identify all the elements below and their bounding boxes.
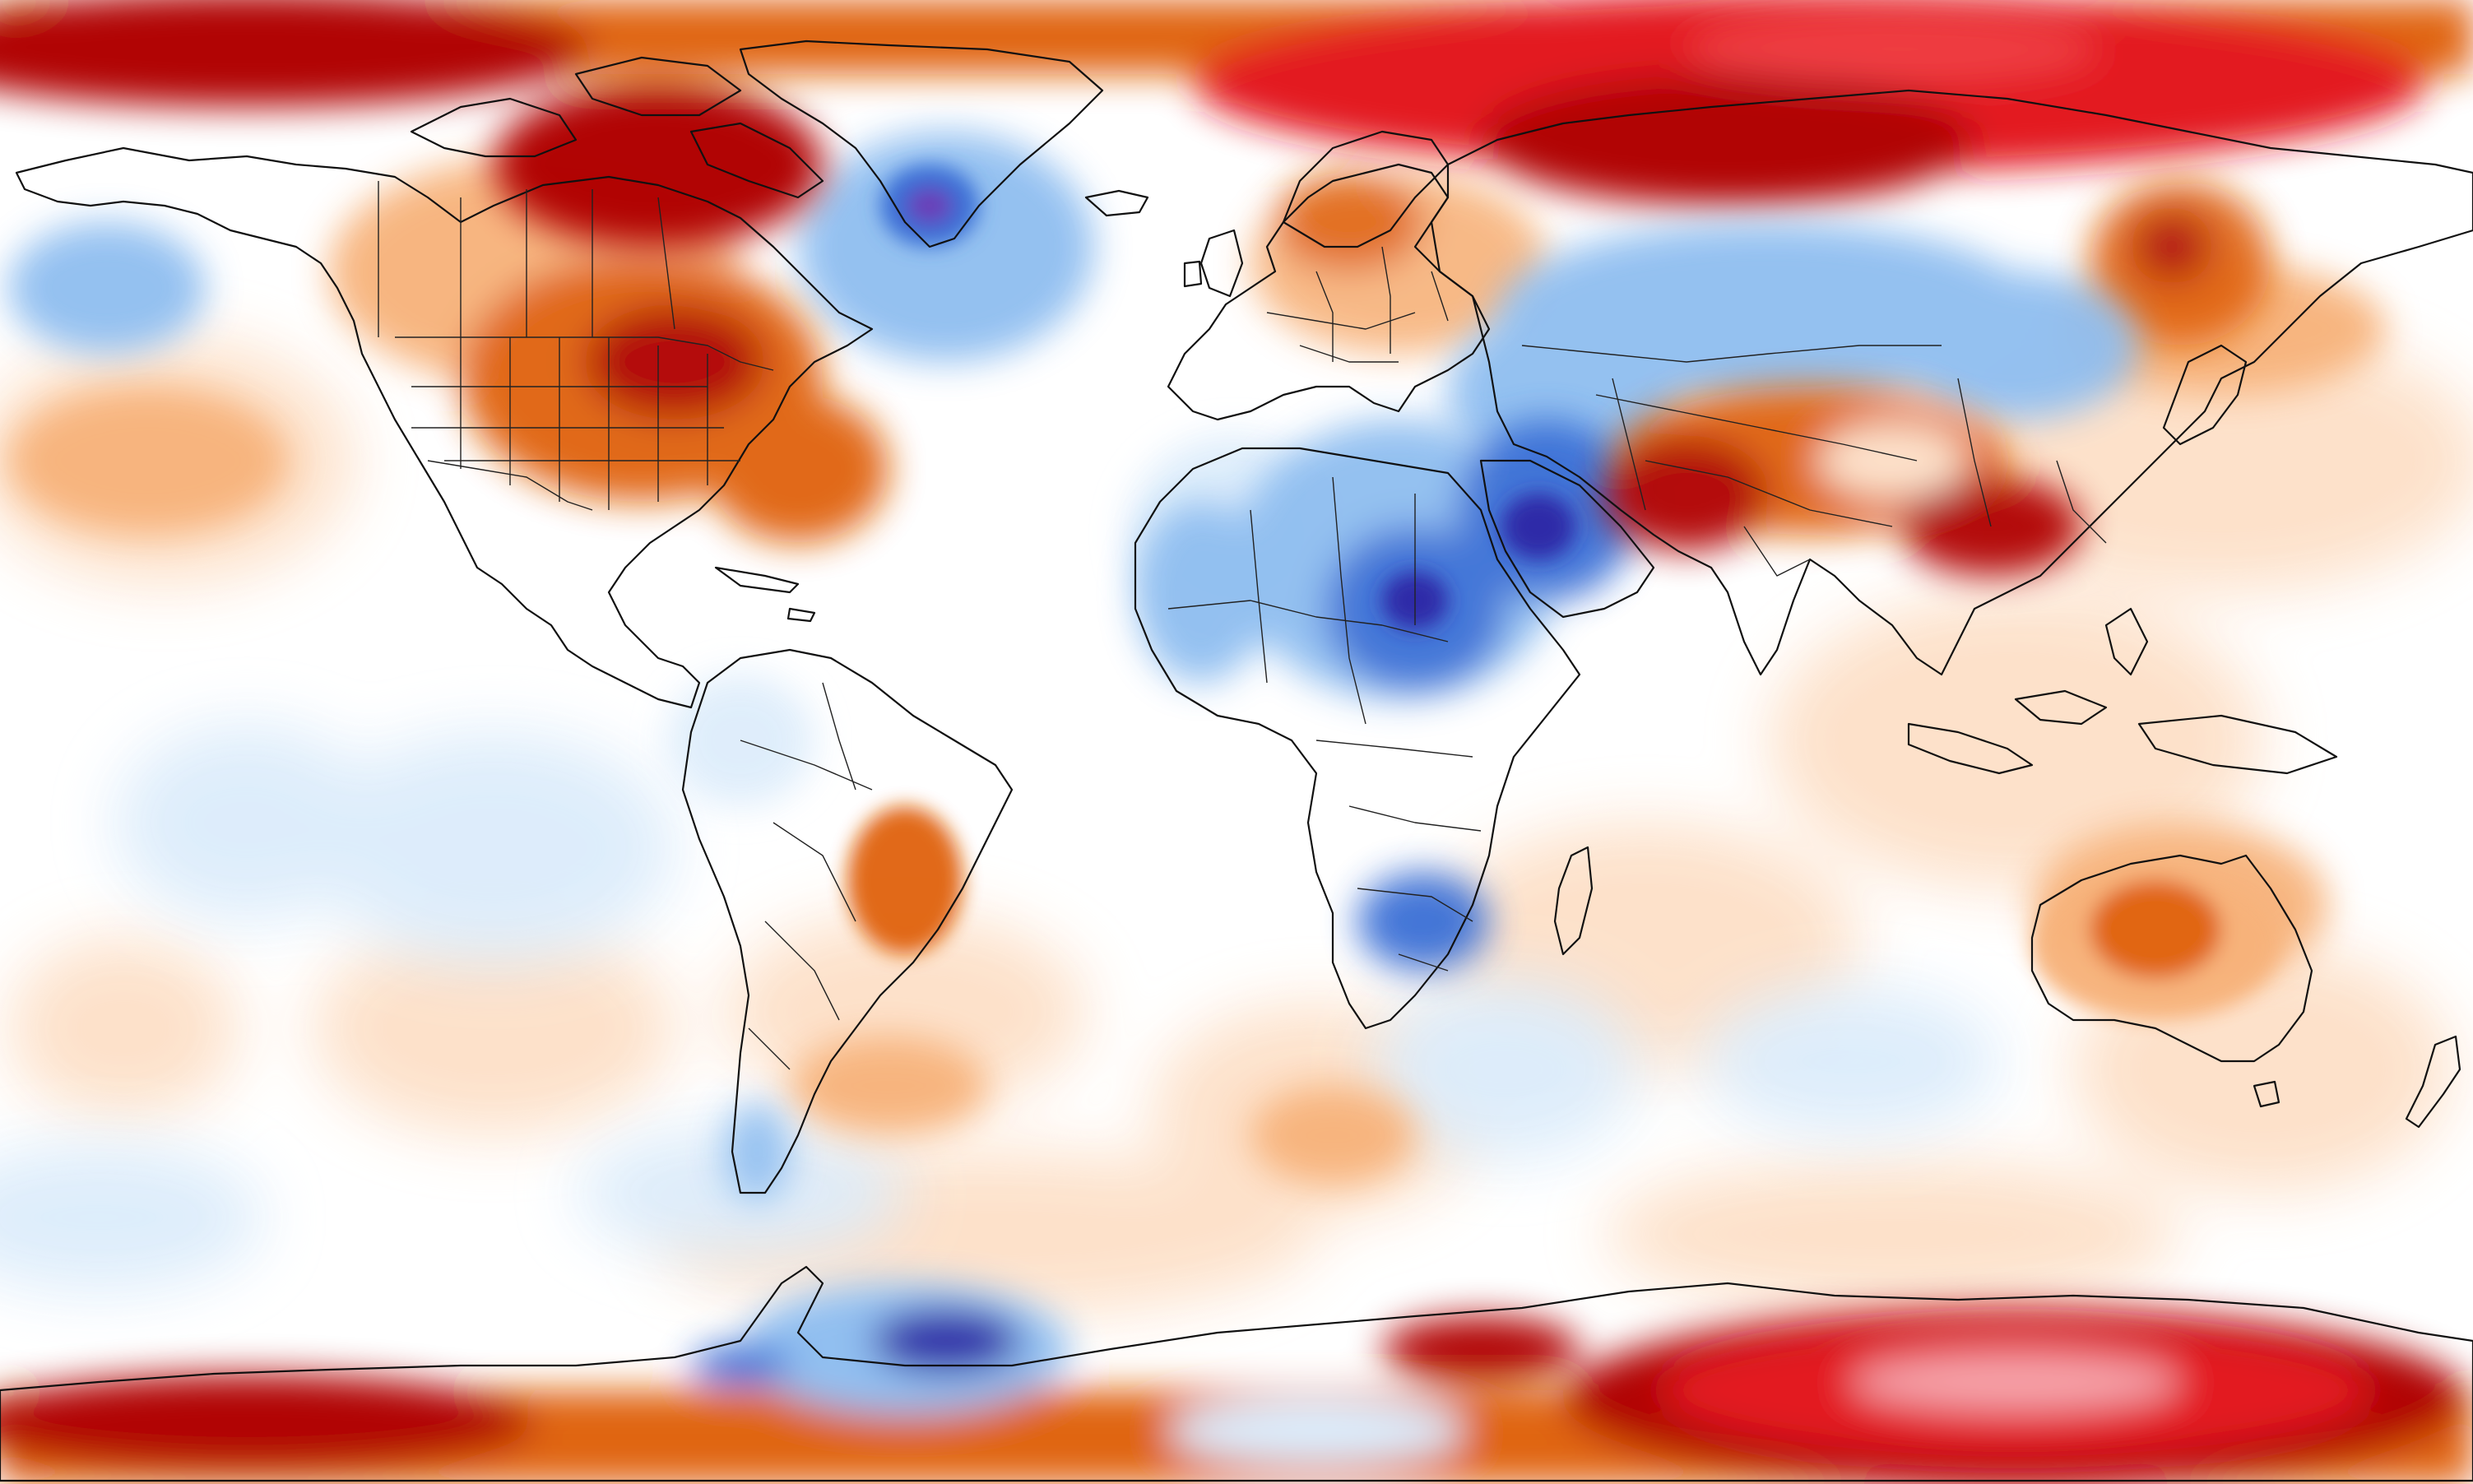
arctic-islands-outline (410, 56, 824, 199)
north-america-outline (15, 146, 874, 709)
asia-outline (1430, 89, 2473, 676)
caribbean-islands-outline (714, 566, 816, 623)
madagascar-outline (1553, 846, 1594, 956)
tasmania-outline (2253, 1080, 2280, 1108)
canada-province-borders (378, 181, 675, 337)
south-america-outline (681, 648, 1014, 1194)
new-zealand-outline (2405, 1035, 2461, 1129)
british-isles-outline (1183, 229, 1244, 298)
borders (378, 181, 2107, 1070)
europe-outline (1167, 163, 1491, 421)
greenland-outline (739, 39, 1104, 248)
asia-borders (1521, 345, 2107, 577)
antarctica-outline (0, 1265, 2473, 1482)
europe-borders (1266, 246, 1449, 363)
us-canada-border (395, 336, 774, 371)
iceland-outline (1084, 189, 1149, 217)
africa-outline (1134, 447, 1581, 1030)
south-america-borders (740, 682, 873, 1070)
maritime-asia-outline (1907, 607, 2338, 775)
africa-borders (1167, 476, 1482, 972)
arabia-outline (1479, 459, 1655, 619)
japan-outline (2162, 344, 2248, 446)
australia-outline (2030, 854, 2313, 1063)
us-state-borders (411, 337, 740, 510)
coastlines (0, 39, 2473, 1482)
